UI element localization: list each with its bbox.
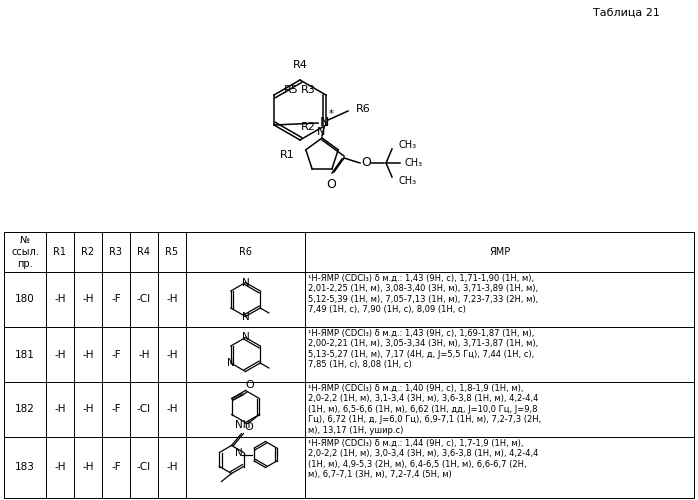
- Text: -H: -H: [82, 404, 94, 414]
- Text: -H: -H: [54, 294, 66, 304]
- Text: N: N: [317, 127, 325, 137]
- Text: R1: R1: [281, 150, 295, 160]
- Text: R4: R4: [292, 60, 307, 70]
- Text: N: N: [242, 312, 249, 322]
- Text: №
ссыл.
пр.: № ссыл. пр.: [11, 236, 39, 268]
- Text: N: N: [242, 332, 249, 342]
- Text: R5: R5: [165, 247, 179, 257]
- Text: *: *: [329, 109, 334, 119]
- Text: -F: -F: [111, 350, 121, 360]
- Text: N: N: [319, 116, 329, 130]
- Text: N: N: [242, 278, 249, 287]
- Text: N: N: [235, 448, 243, 458]
- Text: R2: R2: [301, 122, 316, 132]
- Text: -H: -H: [54, 462, 66, 472]
- Text: -F: -F: [111, 404, 121, 414]
- Text: O: O: [361, 156, 371, 170]
- Text: NH: NH: [235, 420, 250, 430]
- Text: Таблица 21: Таблица 21: [593, 8, 660, 18]
- Text: -H: -H: [54, 350, 66, 360]
- Text: R5: R5: [284, 85, 299, 95]
- Text: 180: 180: [15, 294, 35, 304]
- Text: O: O: [326, 178, 336, 191]
- Text: ЯМР: ЯМР: [489, 247, 510, 257]
- Text: -Cl: -Cl: [137, 462, 151, 472]
- Text: 183: 183: [15, 462, 35, 472]
- Text: ¹H-ЯМР (CDCl₃) δ м.д.: 1,43 (9H, с), 1,71-1,90 (1H, м),
2,01-2,25 (1H, м), 3,08-: ¹H-ЯМР (CDCl₃) δ м.д.: 1,43 (9H, с), 1,7…: [308, 274, 538, 314]
- Text: R4: R4: [138, 247, 151, 257]
- Text: R6: R6: [239, 247, 252, 257]
- Text: R1: R1: [54, 247, 66, 257]
- Text: ¹H-ЯМР (CDCl₃) δ м.д.: 1,43 (9H, с), 1,69-1,87 (1H, м),
2,00-2,21 (1H, м), 3,05-: ¹H-ЯМР (CDCl₃) δ м.д.: 1,43 (9H, с), 1,6…: [308, 329, 538, 369]
- Text: -Cl: -Cl: [137, 294, 151, 304]
- Text: CH₃: CH₃: [398, 140, 416, 150]
- Text: O: O: [246, 380, 254, 390]
- Text: -H: -H: [166, 404, 178, 414]
- Text: R3: R3: [302, 85, 316, 95]
- Text: ¹H-ЯМР (CDCl₃) δ м.д.: 1,44 (9H, с), 1,7-1,9 (1H, м),
2,0-2,2 (1H, м), 3,0-3,4 (: ¹H-ЯМР (CDCl₃) δ м.д.: 1,44 (9H, с), 1,7…: [308, 439, 538, 479]
- Text: -H: -H: [54, 404, 66, 414]
- Text: -H: -H: [138, 350, 150, 360]
- Text: -H: -H: [166, 350, 178, 360]
- Text: 181: 181: [15, 350, 35, 360]
- Text: ¹H-ЯМР (CDCl₃) δ м.д.: 1,40 (9H, с), 1,8-1,9 (1H, м),
2,0-2,2 (1H, м), 3,1-3,4 (: ¹H-ЯМР (CDCl₃) δ м.д.: 1,40 (9H, с), 1,8…: [308, 384, 541, 434]
- Text: CH₃: CH₃: [398, 176, 416, 186]
- Text: R3: R3: [110, 247, 123, 257]
- Text: CH₃: CH₃: [404, 158, 422, 168]
- Text: O: O: [244, 422, 253, 432]
- Text: N: N: [227, 358, 235, 368]
- Text: -H: -H: [82, 462, 94, 472]
- Text: -H: -H: [166, 294, 178, 304]
- Text: R2: R2: [82, 247, 94, 257]
- Text: -F: -F: [111, 462, 121, 472]
- Text: -F: -F: [111, 294, 121, 304]
- Text: -H: -H: [82, 294, 94, 304]
- Text: R6: R6: [356, 104, 371, 114]
- Text: -H: -H: [166, 462, 178, 472]
- Text: -Cl: -Cl: [137, 404, 151, 414]
- Text: 182: 182: [15, 404, 35, 414]
- Text: -H: -H: [82, 350, 94, 360]
